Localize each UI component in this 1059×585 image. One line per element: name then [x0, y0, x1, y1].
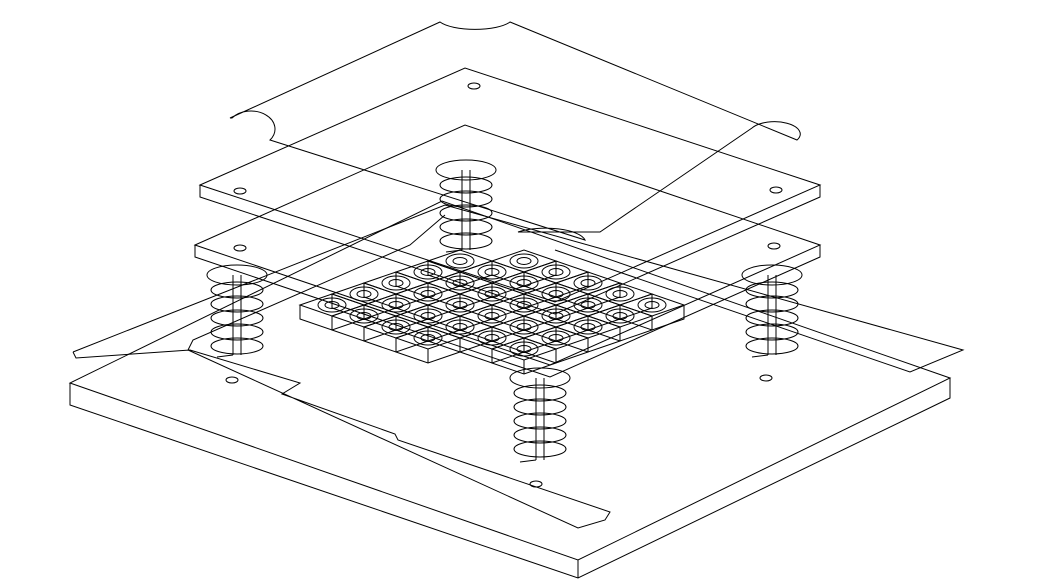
spring-coil — [210, 281, 264, 299]
tile-ring — [573, 275, 603, 291]
spring-coil — [439, 232, 493, 250]
plate-sides — [194, 245, 821, 378]
tile-ring — [445, 253, 475, 269]
tile-hole — [644, 301, 660, 309]
spring-tail — [751, 354, 769, 358]
spring-coil — [745, 309, 799, 327]
spring-cap — [509, 367, 571, 389]
spring-coil — [439, 176, 493, 194]
top-sheet — [229, 21, 801, 241]
springs — [206, 159, 803, 463]
spring-tail — [216, 354, 234, 358]
pin — [225, 376, 239, 384]
spring-coil — [745, 295, 799, 313]
spring-cap — [206, 264, 268, 286]
pin — [767, 242, 781, 250]
pins — [225, 82, 783, 488]
pin — [233, 244, 247, 252]
tile-hole — [612, 290, 628, 298]
plate-sides — [199, 185, 821, 315]
pin — [467, 82, 481, 90]
spring-coil — [210, 337, 264, 355]
spring-coil — [513, 398, 567, 416]
thin-sheet — [72, 204, 965, 373]
spring-coil — [513, 426, 567, 444]
spring-coil — [210, 295, 264, 313]
tile-ring — [509, 253, 539, 269]
spring-coil — [439, 190, 493, 208]
tile-ring — [637, 297, 667, 313]
spring-coil — [513, 384, 567, 402]
tile-grid — [298, 249, 686, 375]
spring-cap — [741, 264, 803, 286]
spring-coil — [439, 218, 493, 236]
thin-sheet-edge — [72, 214, 611, 529]
spring-coil — [439, 204, 493, 222]
middle-plate-upper — [198, 67, 822, 315]
spring-coil — [745, 337, 799, 355]
tile-hole — [452, 257, 468, 265]
middle-plate-lower — [193, 124, 822, 378]
tile-hole — [548, 268, 564, 276]
tile-top — [490, 249, 558, 273]
spring-coil — [210, 309, 264, 327]
pin — [769, 186, 783, 194]
tile-ring — [605, 286, 635, 302]
pin — [233, 187, 247, 195]
tile-hole — [516, 257, 532, 265]
pin — [529, 480, 543, 488]
pin — [759, 374, 773, 382]
spring-coil — [745, 281, 799, 299]
spring-tail — [445, 249, 463, 253]
spring-coil — [513, 412, 567, 430]
spring-cap — [435, 159, 497, 181]
tile-ring — [541, 264, 571, 280]
spring-coil — [210, 323, 264, 341]
spring-coil — [745, 323, 799, 341]
spring-tail — [519, 459, 537, 463]
tile-top — [426, 249, 494, 273]
base-plate — [68, 200, 952, 579]
plate-top — [193, 124, 822, 366]
spring-coil — [513, 440, 567, 458]
tile-hole — [580, 279, 596, 287]
